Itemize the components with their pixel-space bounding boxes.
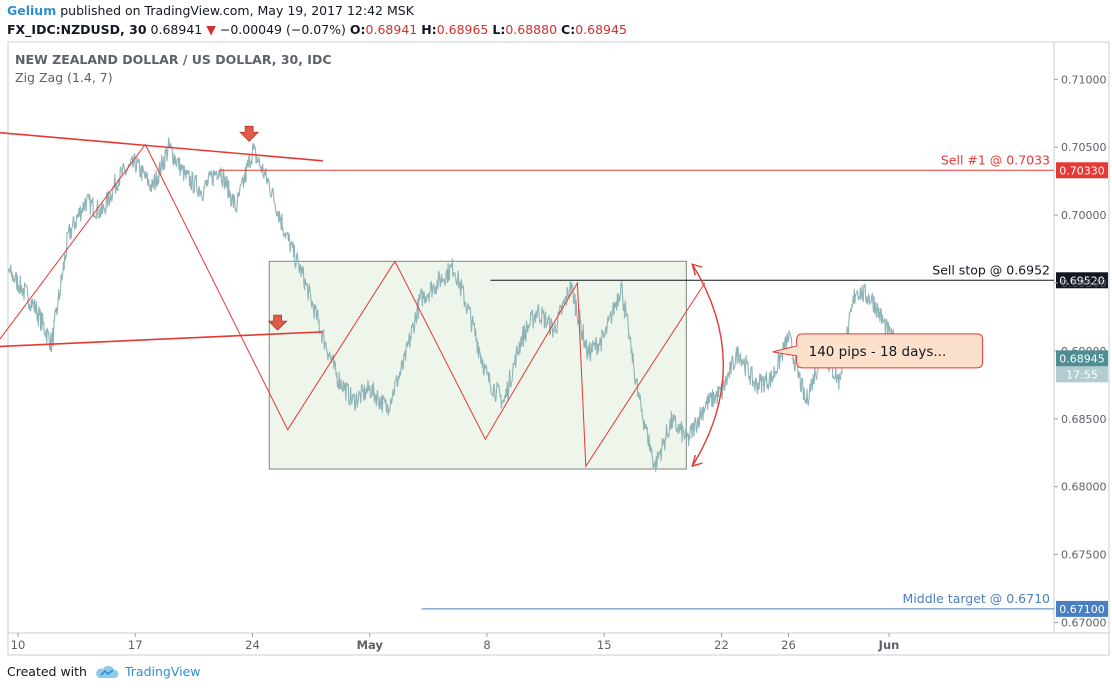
upper-trendline[interactable] (0, 124, 323, 162)
range-curve-arrow[interactable] (691, 263, 725, 467)
range-arrow-head-top (691, 263, 703, 276)
y-tick-label: 0.68000 (1061, 481, 1107, 494)
x-tick-label: 17 (128, 638, 143, 652)
high-label: H: (421, 22, 437, 37)
range-arrow-head-bottom (691, 454, 703, 468)
zigzag-line[interactable] (0, 143, 706, 468)
x-tick-label: 15 (597, 638, 612, 652)
x-tick-label: 10 (11, 638, 26, 652)
low-label: L: (492, 22, 506, 37)
close-label: C: (561, 22, 576, 37)
open-label: O: (349, 22, 366, 37)
y-tick-label: 0.71000 (1061, 73, 1107, 86)
created-with-label: Created with (7, 664, 87, 679)
current-time-text: 17:55 (1066, 368, 1098, 381)
x-tick-label: May (357, 638, 384, 652)
x-tick-label: 8 (483, 638, 490, 652)
lower-trendline[interactable] (0, 331, 323, 351)
footer: Created with TradingView (7, 664, 201, 679)
level-price-tag-0 (1056, 162, 1108, 179)
down-arrow-marker-icon[interactable] (239, 125, 260, 142)
price-series-line[interactable] (7, 137, 907, 472)
range-rectangle[interactable] (268, 260, 687, 470)
level-label-0: Sell #1 @ 0.7033 (941, 152, 1050, 167)
x-tick-label: 24 (245, 638, 260, 652)
down-arrow-icon: ▼ (206, 22, 216, 37)
current-price-text: 0.68945 (1059, 352, 1105, 365)
author-name[interactable]: Gelium (7, 3, 57, 18)
y-tick-label: 0.68500 (1061, 413, 1107, 426)
y-tick-label: 0.70500 (1061, 141, 1107, 154)
current-time-tag (1056, 366, 1108, 383)
level-label-2: Middle target @ 0.6710 (903, 591, 1051, 606)
price-axis[interactable] (1053, 41, 1110, 634)
open-value: 0.68941 (365, 22, 418, 37)
level-price-tag-2 (1056, 600, 1108, 617)
symbol-label: FX_IDC:NZDUSD, 30 (7, 22, 147, 37)
y-tick-label: 0.69500 (1061, 277, 1107, 290)
low-value: 0.68880 (505, 22, 558, 37)
published-info: published on TradingView.com, May 19, 20… (60, 3, 414, 18)
x-tick-label: 22 (714, 638, 729, 652)
price-change: −0.00049 (−0.07%) (219, 22, 346, 37)
tradingview-cloud-icon[interactable] (95, 665, 119, 679)
y-tick-label: 0.67000 (1061, 617, 1107, 630)
publish-header: Gelium published on TradingView.com, May… (7, 3, 414, 18)
x-tick-label: 26 (781, 638, 796, 652)
level-price-tag-text-0: 0.70330 (1059, 164, 1105, 177)
annotation-callout[interactable] (772, 333, 984, 369)
down-arrow-marker-icon[interactable] (267, 314, 288, 331)
last-price: 0.68941 (150, 22, 203, 37)
symbol-header: FX_IDC:NZDUSD, 30 0.68941 ▼ −0.00049 (−0… (7, 22, 627, 37)
level-price-tag-text-1: 0.69520 (1059, 274, 1105, 287)
tradingview-brand-link[interactable]: TradingView (124, 664, 201, 679)
indicator-label: Zig Zag (1.4, 7) (15, 70, 113, 85)
annotation-text: 140 pips - 18 days... (809, 344, 947, 360)
time-axis[interactable] (7, 632, 1110, 656)
level-price-tag-1 (1056, 272, 1108, 289)
level-price-tag-text-2: 0.67100 (1059, 603, 1105, 616)
y-tick-label: 0.67500 (1061, 549, 1107, 562)
x-tick-label: Jun (878, 638, 900, 652)
level-label-1: Sell stop @ 0.6952 (932, 262, 1050, 277)
close-value: 0.68945 (575, 22, 627, 37)
y-tick-label: 0.70000 (1061, 209, 1107, 222)
high-value: 0.68965 (436, 22, 489, 37)
chart-title: NEW ZEALAND DOLLAR / US DOLLAR, 30, IDC (15, 52, 332, 67)
current-price-tag (1056, 350, 1108, 367)
